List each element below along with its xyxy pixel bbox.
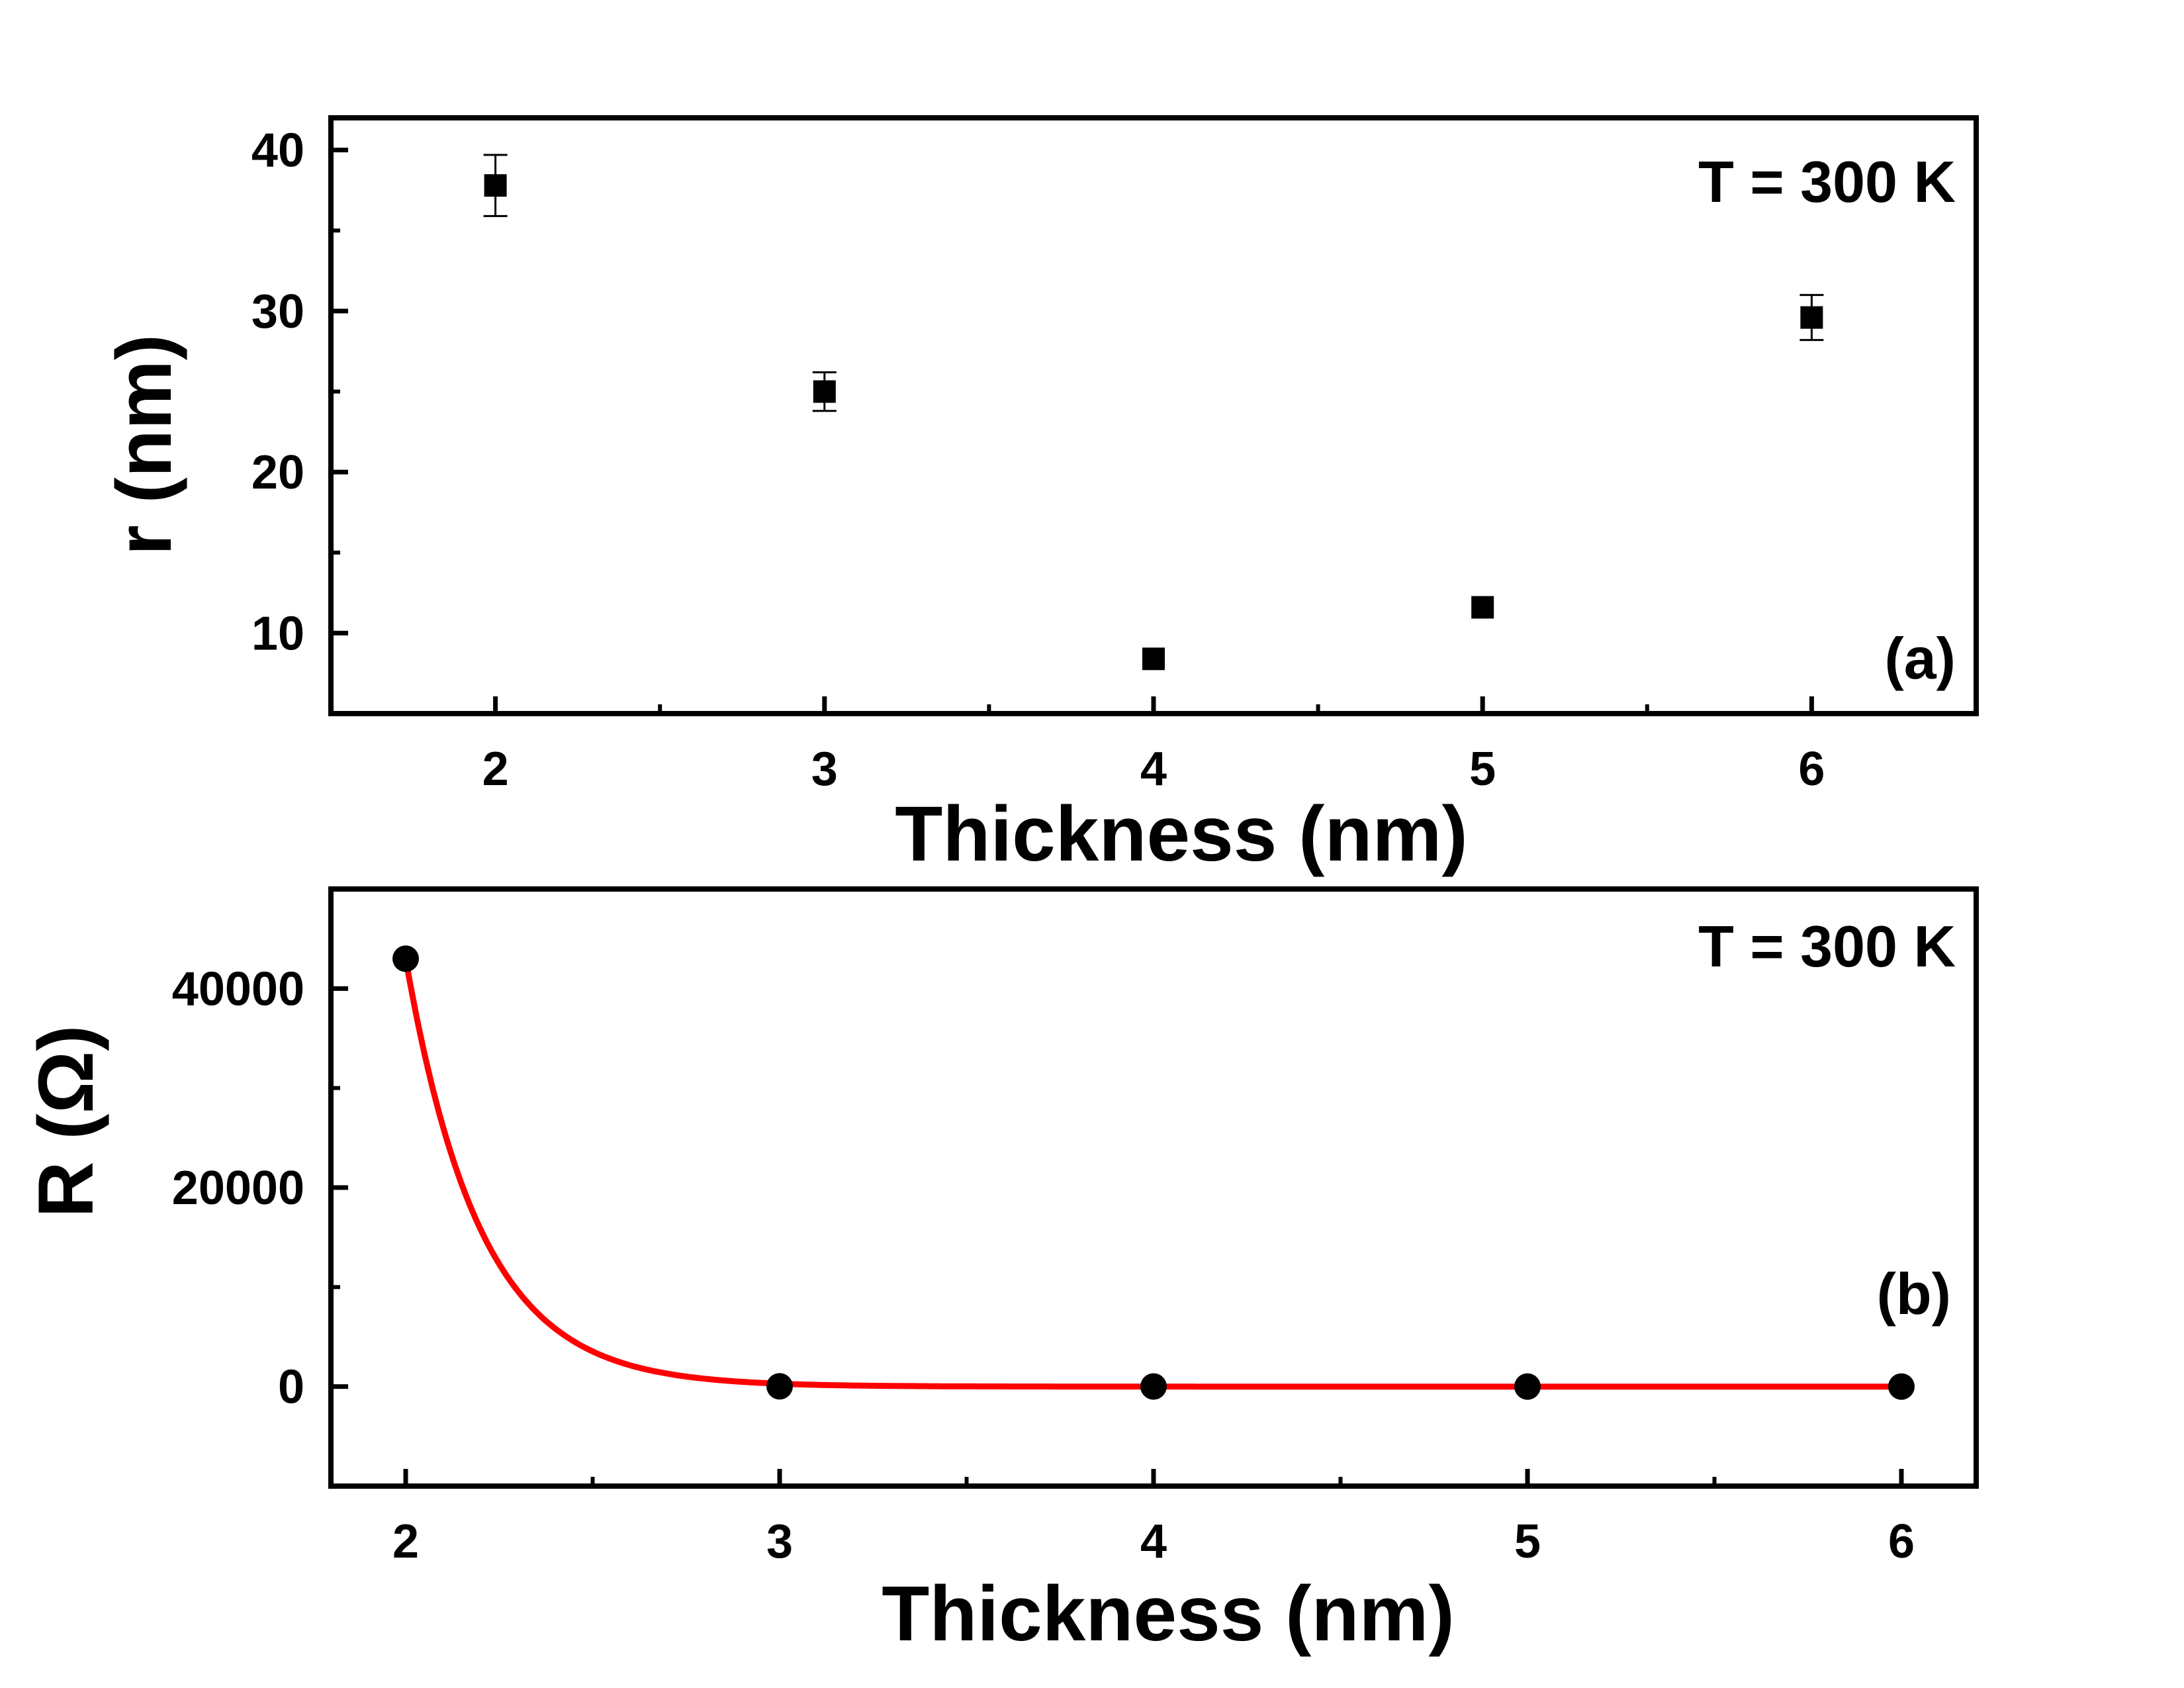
x-axis-title-a: Thickness (nm) xyxy=(895,790,1468,878)
x-tick-label: 2 xyxy=(482,743,509,796)
data-point xyxy=(1800,306,1823,329)
fit-curve-b xyxy=(402,955,1905,1390)
x-tick-label: 6 xyxy=(1798,743,1825,796)
y-axis-title-b: R (Ω) xyxy=(23,1025,110,1217)
data-point xyxy=(766,1373,793,1400)
x-tick-label: 4 xyxy=(1140,743,1167,796)
data-point xyxy=(813,380,836,403)
data-point xyxy=(1142,647,1165,671)
x-tick-label: 3 xyxy=(811,743,838,796)
annotation-b: T = 300 K xyxy=(1698,914,1956,979)
x-tick-label: 5 xyxy=(1469,743,1496,796)
annotation-a: T = 300 K xyxy=(1698,149,1956,214)
data-point xyxy=(1140,1373,1167,1400)
panel-a: 2 3 4 5 6 10 20 30 40 T = 300 K (a) Thickness (n… xyxy=(101,115,1979,878)
data-point xyxy=(1514,1373,1541,1400)
ticks-a xyxy=(331,148,1814,714)
y-axis-title-a: r (nm) xyxy=(101,334,188,555)
x-tick-label: 5 xyxy=(1514,1515,1541,1568)
tick-labels-b: 2 3 4 5 6 0 20000 40000 xyxy=(172,962,1915,1568)
y-tick-label: 10 xyxy=(251,607,304,660)
data-point xyxy=(392,945,419,972)
x-tick-label: 3 xyxy=(766,1515,793,1568)
data-point xyxy=(484,174,507,197)
x-axis-title-b: Thickness (nm) xyxy=(882,1570,1455,1658)
y-tick-label: 20000 xyxy=(172,1162,304,1215)
ticks-b xyxy=(331,986,1904,1486)
y-tick-label: 30 xyxy=(251,285,304,338)
y-tick-label: 20 xyxy=(251,446,304,499)
data-marks-b xyxy=(392,945,1915,1400)
panel-label-a: (a) xyxy=(1884,626,1956,691)
y-tick-label: 40 xyxy=(251,124,304,177)
y-tick-label: 40000 xyxy=(172,962,304,1015)
x-tick-label: 6 xyxy=(1888,1515,1915,1568)
x-tick-label: 2 xyxy=(392,1515,419,1568)
data-point xyxy=(1471,596,1494,619)
x-tick-label: 4 xyxy=(1140,1515,1167,1568)
panel-label-b: (b) xyxy=(1877,1261,1951,1327)
data-marks-a xyxy=(483,154,1824,671)
data-point xyxy=(1888,1373,1915,1400)
y-tick-label: 0 xyxy=(278,1361,304,1414)
tick-labels-a: 2 3 4 5 6 10 20 30 40 xyxy=(251,124,1825,796)
panel-b: 2 3 4 5 6 0 20000 40000 T = 300 K (b) Thickness… xyxy=(23,886,1979,1658)
